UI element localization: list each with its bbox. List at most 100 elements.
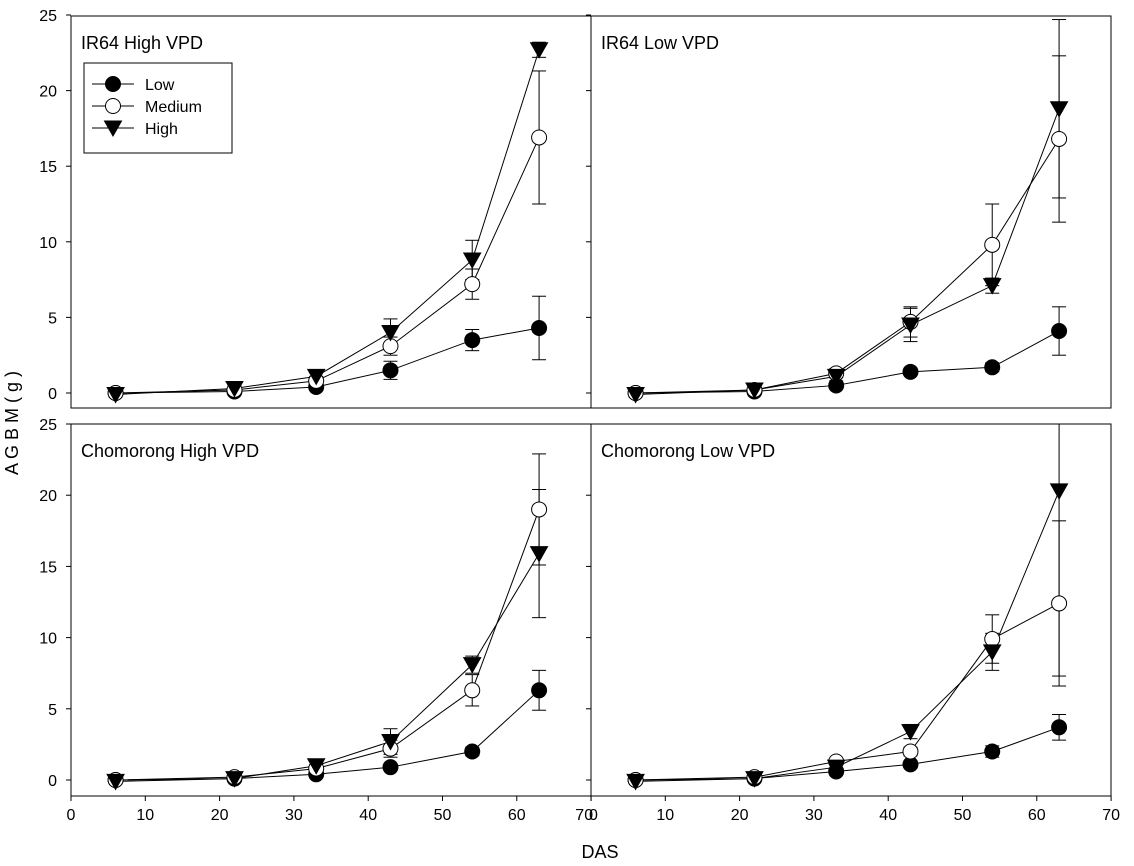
data-point-high: [306, 368, 326, 386]
data-point-high: [745, 382, 764, 399]
data-point-medium: [1051, 595, 1068, 612]
x-tick-label: 20: [211, 807, 229, 824]
series-line-low: [115, 327, 540, 394]
data-point-low: [382, 362, 399, 379]
y-tick-label: 5: [48, 702, 57, 719]
panel-title: IR64 Low VPD: [601, 33, 719, 53]
data-point-high: [1049, 483, 1069, 500]
data-point-low: [1051, 323, 1068, 340]
data-point-high: [225, 380, 244, 398]
data-point-low: [464, 743, 481, 760]
y-tick-label: 0: [48, 386, 57, 403]
data-point-low: [531, 682, 548, 699]
y-axis-label: A G B M ( g ): [2, 371, 22, 475]
data-point-medium: [464, 276, 481, 293]
x-tick-label: 60: [508, 807, 526, 824]
series-line-medium: [635, 138, 1060, 394]
panel-1: 0 5 10 15 20 25 IR64 High VPD Low Medium High: [39, 8, 592, 409]
data-point-low: [464, 332, 481, 349]
x-tick-label: 10: [656, 807, 674, 824]
series-line-high: [635, 490, 1060, 782]
data-point-medium: [984, 631, 1001, 648]
data-point-medium: [531, 129, 548, 146]
data-point-high: [381, 325, 400, 342]
data-point-high: [826, 759, 846, 777]
data-point-low: [382, 759, 399, 776]
panel-title: Chomorong Low VPD: [601, 441, 775, 461]
panel-3: 0 5 10 15 20 25 0 10 20 30 40 50 60 70 Chomorong High …: [39, 417, 593, 824]
legend-marker-low: [105, 76, 121, 92]
legend-label: High: [145, 121, 178, 138]
data-point-high: [225, 771, 244, 788]
data-point-high: [1049, 101, 1069, 118]
x-tick-label: 40: [359, 807, 377, 824]
series-line-low: [115, 689, 540, 781]
x-tick-label: 10: [136, 807, 154, 824]
x-tick-label: 0: [67, 807, 76, 824]
data-point-high: [901, 317, 920, 334]
y-tick-label: 25: [39, 417, 57, 434]
plot-frame: [590, 15, 1112, 409]
data-point-high: [462, 657, 482, 674]
legend-label: Low: [145, 77, 175, 94]
data-point-high: [529, 546, 549, 563]
legend-marker-medium: [105, 98, 121, 114]
data-point-high: [106, 387, 125, 404]
series-line-medium: [115, 509, 540, 781]
y-tick-label: 10: [39, 235, 57, 252]
x-tick-label: 60: [1028, 807, 1046, 824]
series-line-medium: [635, 602, 1060, 781]
y-tick-label: 10: [39, 631, 57, 648]
x-tick-label: 20: [731, 807, 749, 824]
data-point-high: [826, 368, 846, 386]
data-point-low: [984, 359, 1001, 376]
legend: Low Medium High: [83, 62, 233, 154]
data-point-high: [626, 773, 645, 791]
y-tick-label: 15: [39, 559, 57, 576]
data-point-high: [381, 734, 400, 751]
series-line-high: [635, 108, 1060, 396]
data-point-low: [984, 743, 1001, 760]
data-point-low: [902, 363, 919, 380]
y-tick-label: 0: [48, 773, 57, 790]
panel-title: Chomorong High VPD: [81, 441, 259, 461]
x-tick-label: 30: [805, 807, 823, 824]
x-tick-label: 30: [285, 807, 303, 824]
data-point-high: [982, 278, 1002, 295]
legend-label: Medium: [145, 99, 202, 116]
series-line-high: [115, 553, 540, 782]
data-point-medium: [1051, 130, 1068, 147]
series-line-low: [635, 330, 1060, 394]
data-point-medium: [531, 501, 548, 518]
data-point-high: [982, 644, 1002, 661]
y-tick-label: 20: [39, 488, 57, 505]
series-line-medium: [115, 137, 540, 394]
plot-frame: [70, 423, 592, 797]
data-point-high: [462, 252, 482, 269]
data-point-high: [626, 387, 645, 404]
x-tick-label: 50: [434, 807, 452, 824]
data-point-medium: [464, 682, 481, 699]
data-point-low: [1051, 719, 1068, 736]
panel-4: 0 10 20 30 40 50 60 70 Chomorong Low VPD: [586, 423, 1120, 824]
data-point-high: [106, 773, 125, 791]
data-point-high: [901, 724, 920, 741]
data-point-low: [531, 319, 548, 336]
data-point-medium: [902, 743, 919, 760]
x-tick-label: 40: [879, 807, 897, 824]
x-axis-label: DAS: [581, 842, 618, 862]
plot-frame: [590, 423, 1112, 797]
panel-title: IR64 High VPD: [81, 33, 203, 53]
legend-marker-high: [103, 120, 123, 138]
data-point-high: [529, 42, 549, 59]
data-point-medium: [984, 236, 1001, 253]
x-tick-label: 70: [1102, 807, 1120, 824]
data-point-high: [306, 758, 326, 775]
y-tick-label: 5: [48, 310, 57, 327]
y-tick-label: 25: [39, 8, 57, 25]
x-tick-label: 50: [954, 807, 972, 824]
panel-2: IR64 Low VPD: [586, 14, 1112, 409]
series-line-high: [115, 49, 540, 396]
y-tick-label: 20: [39, 84, 57, 101]
